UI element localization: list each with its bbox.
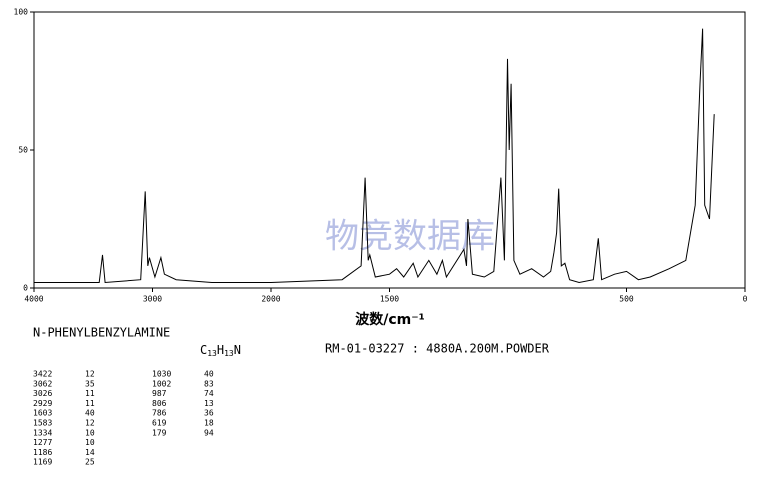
y-tick-label: 50 — [18, 146, 28, 155]
x-tick-label: 3000 — [143, 295, 162, 304]
x-axis-label: 波数/cm⁻¹ — [355, 311, 425, 328]
peak-intensity: 94 — [204, 428, 214, 437]
peak-wavenumber: 1186 — [33, 448, 52, 457]
peak-intensity: 10 — [85, 438, 95, 447]
x-tick-label: 4000 — [24, 295, 43, 304]
peak-intensity: 36 — [204, 409, 214, 418]
x-tick-label: 0 — [743, 295, 748, 304]
peak-intensity: 14 — [85, 448, 95, 457]
peak-intensity: 35 — [85, 379, 95, 388]
peak-wavenumber: 1583 — [33, 419, 52, 428]
peak-intensity: 40 — [204, 370, 214, 379]
peak-wavenumber: 1030 — [152, 370, 171, 379]
x-tick-label: 2000 — [261, 295, 280, 304]
peak-wavenumber: 3062 — [33, 379, 52, 388]
peak-intensity: 10 — [85, 428, 95, 437]
peak-intensity: 25 — [85, 458, 95, 467]
x-tick-label: 500 — [619, 295, 634, 304]
peak-wavenumber: 179 — [152, 428, 167, 437]
peak-wavenumber: 1603 — [33, 409, 52, 418]
y-tick-label: 0 — [23, 284, 28, 293]
peak-intensity: 13 — [204, 399, 214, 408]
formula: C13H13N — [200, 343, 241, 358]
peak-intensity: 74 — [204, 389, 214, 398]
peak-intensity: 18 — [204, 419, 214, 428]
peak-wavenumber: 1002 — [152, 379, 171, 388]
peak-intensity: 40 — [85, 409, 95, 418]
peak-intensity: 83 — [204, 379, 214, 388]
peak-wavenumber: 806 — [152, 399, 167, 408]
peak-wavenumber: 3422 — [33, 370, 52, 379]
peak-intensity: 12 — [85, 370, 95, 379]
x-tick-label: 1500 — [380, 295, 399, 304]
peak-wavenumber: 3026 — [33, 389, 52, 398]
peak-wavenumber: 1277 — [33, 438, 52, 447]
peak-wavenumber: 619 — [152, 419, 167, 428]
peak-wavenumber: 1169 — [33, 458, 52, 467]
peak-intensity: 11 — [85, 399, 95, 408]
y-tick-label: 100 — [14, 8, 29, 17]
peak-wavenumber: 2929 — [33, 399, 52, 408]
peak-wavenumber: 1334 — [33, 428, 52, 437]
sample-info: RM-01-03227 : 4880A.200M.POWDER — [325, 342, 550, 356]
peak-wavenumber: 786 — [152, 409, 167, 418]
compound-name: N-PHENYLBENZYLAMINE — [33, 326, 170, 340]
spectrum-line — [34, 28, 715, 284]
peak-wavenumber: 987 — [152, 389, 167, 398]
peak-intensity: 11 — [85, 389, 95, 398]
peak-intensity: 12 — [85, 419, 95, 428]
